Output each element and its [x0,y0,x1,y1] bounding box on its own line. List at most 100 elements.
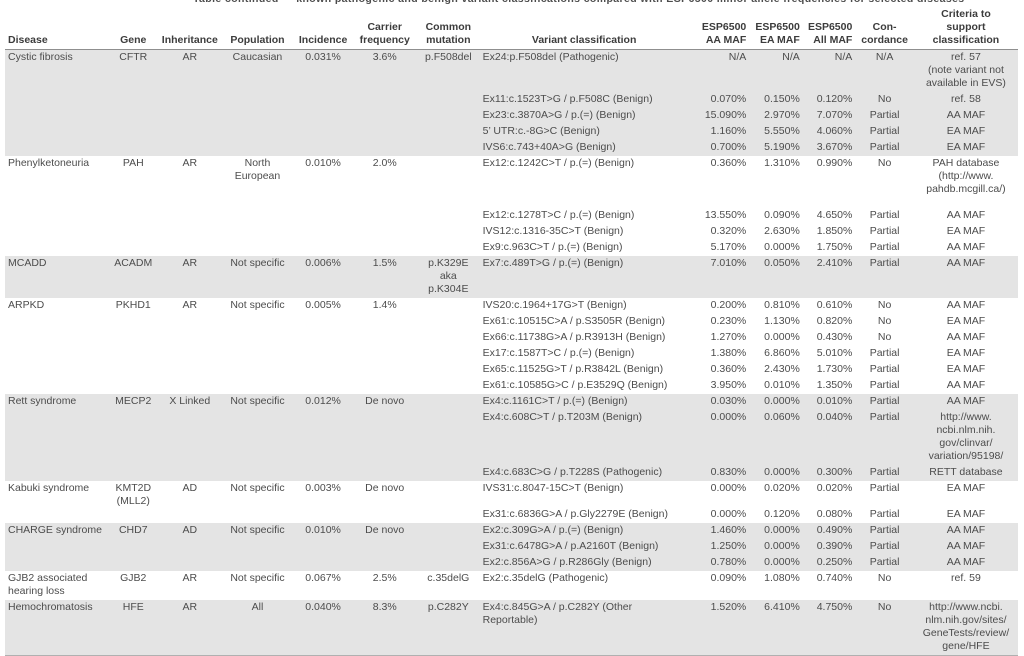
cell-variant: Ex61:c.10585G>C / p.E3529Q (Benign) [482,379,668,391]
cell-ea: 2.970% [749,108,803,124]
cell-variant: Ex11:c.1523T>G / p.F508C (Benign) [479,92,689,108]
variant-row: Rett syndrome MECP2 X Linked Not specific 0.… [5,394,1018,481]
cell-all: 5.010% [816,347,853,359]
cell-gene: KMT2D (MLL2) [115,482,152,507]
cell-criteria: AA MAF [913,523,1018,539]
cell-population: Not specific [221,523,294,571]
cell-variant: Ex65:c.11525G>T / p.R3842L (Benign) [482,363,664,375]
cell-incidence: 0.012% [293,394,353,481]
cell-gene: CFTR [108,49,159,156]
cell-concordance: No [877,315,892,327]
cell-inheritance: AR [182,299,198,311]
cell-gene: HFE [108,600,159,656]
cell-aa: 0.070% [688,92,750,108]
cell-variant: IVS20:c.1964+17G>T (Benign) [482,299,627,311]
cell-aa: 0.030% [688,394,750,410]
cell-aa: 1.250% [688,539,750,555]
cell-ea: 6.860% [764,347,800,359]
cell-all: 0.120% [802,92,856,108]
cell-ea: 0.000% [764,331,800,343]
cell-disease: Kabuki syndrome [8,482,90,494]
cell-variant: IVS12:c.1316-35C>T (Benign) [482,225,624,237]
col-header-common-mutation: Common mutation [417,8,480,50]
cell-ea: 0.090% [764,209,800,221]
cell-concordance: Partial [855,523,914,539]
cell-ea: 0.150% [749,92,803,108]
cell-population: Not specific [230,572,285,584]
cell-criteria: AA MAF [946,331,986,343]
cell-all: 0.010% [802,394,856,410]
cell-ea: 0.000% [749,523,803,539]
cell-all: 0.390% [802,539,856,555]
cell-mutation: p.F508del [417,49,480,156]
cell-variant: IVS6:c.743+40A>G (Benign) [479,140,689,156]
cell-disease: MCADD [5,256,109,298]
cell-incidence: 0.010% [305,157,341,169]
cell-disease: GJB2 associated hearing loss [8,572,88,597]
cell-all: 4.650% [816,209,853,221]
cell-ea: 0.050% [749,256,803,298]
cell-incidence: 0.003% [305,482,341,494]
col-header-population: Population [221,8,294,50]
cell-aa: 0.000% [710,482,747,494]
cell-variant: Ex24:p.F508del (Pathogenic) [479,49,689,92]
cell-aa: 0.320% [710,225,747,237]
cell-all: 0.740% [816,572,853,584]
cell-all: 0.610% [816,299,853,311]
cell-all: 0.820% [816,315,853,327]
cell-aa: 0.360% [710,157,747,169]
cell-all: 4.750% [802,600,856,656]
cell-concordance: Partial [855,124,914,140]
col-header-disease: Disease [5,8,109,50]
cell-ea: 2.430% [764,363,800,375]
cell-all: 0.990% [816,157,853,169]
cell-variant: Ex2:c.856A>G / p.R286Gly (Benign) [479,555,689,571]
variant-classification-table: Disease Gene Inheritance Population Inci… [5,8,1018,656]
cell-aa: 0.700% [688,140,750,156]
variant-row: Ex61:c.10585G>C / p.E3529Q (Benign) 3.950… [5,378,1018,394]
cell-aa: 0.200% [710,299,747,311]
variant-row: IVS6:c.743+40A>G (Benign) 0.700% 5.190% 3.6… [5,140,1018,156]
cell-carrier: 2.5% [372,572,397,584]
variant-row: Ex9:c.963C>T / p.(=) (Benign) 5.170% 0.000… [5,240,1018,256]
cell-variant: Ex31:c.6478G>A / p.A2160T (Benign) [479,539,689,555]
col-header-concordance: Con- cordance [855,8,914,50]
col-header-gene: Gene [108,8,159,50]
cell-ea: 2.630% [764,225,800,237]
cell-concordance: No [855,92,914,108]
variant-row: 5’ UTR:c.-8G>C (Benign) 1.160% 5.550% 4.060… [5,124,1018,140]
cell-ea: 1.080% [764,572,800,584]
cell-population: Not specific [230,482,285,494]
cell-aa: 0.360% [710,363,747,375]
cell-carrier: 8.3% [352,600,418,656]
cell-all: 0.040% [802,410,856,465]
cell-ea: 5.550% [749,124,803,140]
cell-ea: 6.410% [749,600,803,656]
cell-variant: Ex4:c.1161C>T / p.(=) (Benign) [479,394,689,410]
col-header-criteria: Criteria to support classification [913,8,1018,50]
cell-variant: Ex4:c.683C>G / p.T228S (Pathogenic) [479,465,689,481]
cell-incidence: 0.040% [293,600,353,656]
cell-population: Not specific [221,256,294,298]
cell-variant: Ex4:c.845G>A / p.C282Y (Other Reportable… [479,600,689,656]
cell-mutation [417,481,480,523]
cell-carrier: De novo [365,482,405,494]
cell-aa: 0.090% [710,572,747,584]
cell-aa: N/A [688,49,750,92]
cell-carrier: 1.5% [352,256,418,298]
cell-aa: 1.380% [710,347,747,359]
cell-all: 2.410% [802,256,856,298]
cell-gene: ACADM [108,256,159,298]
cell-aa: 0.230% [710,315,747,327]
cell-inheritance: AR [158,256,222,298]
col-header-esp6500-aa-maf: ESP6500 AA MAF [688,8,750,50]
variant-row: Ex23:c.3870A>G / p.(=) (Benign) 15.090% 2.… [5,108,1018,124]
cell-all: 1.350% [816,379,853,391]
variant-row: ARPKD PKHD1 AR Not specific 0.005% 1.4% IVS20:… [5,298,1018,314]
cell-all: 7.070% [802,108,856,124]
cell-aa: 1.520% [688,600,750,656]
cell-concordance: Partial [869,225,900,237]
cell-criteria: RETT database [913,465,1018,481]
cell-criteria: ref. 57 (note variant not available in E… [913,49,1018,92]
